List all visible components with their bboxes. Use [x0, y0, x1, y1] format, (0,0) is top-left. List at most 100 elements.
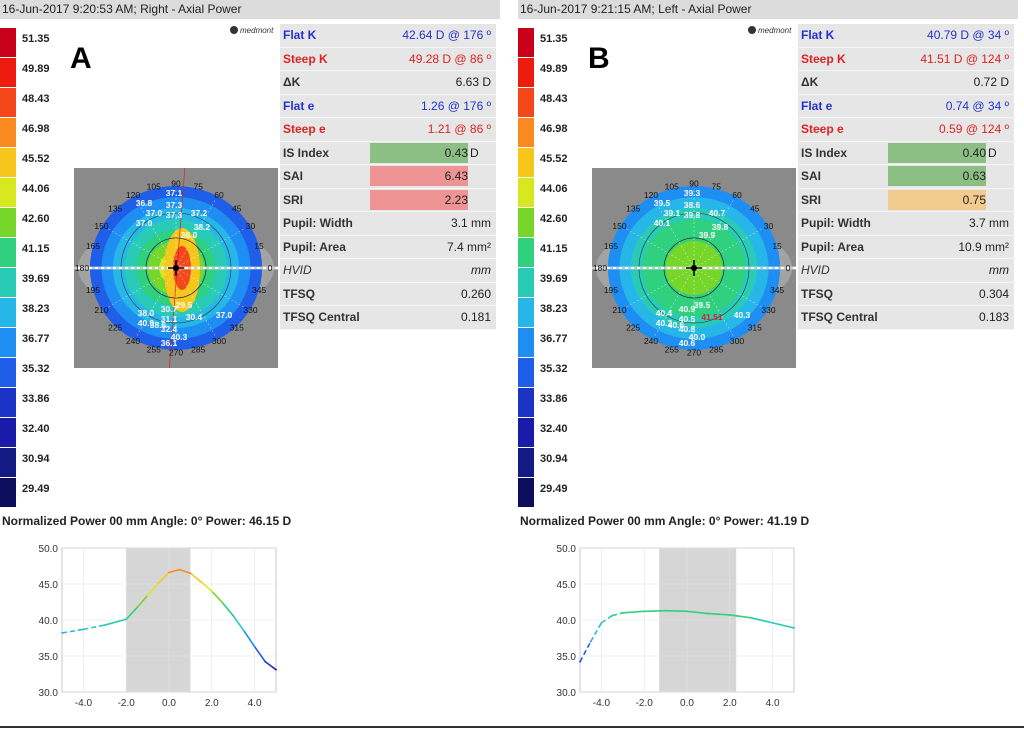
- y-tick-label: 35.0: [39, 652, 59, 663]
- map-value: 38.0: [138, 308, 155, 318]
- stat-label: Steep K: [283, 51, 328, 66]
- scale-swatch: [0, 388, 16, 418]
- stat-value: 1.21 @ 86 º: [427, 122, 491, 136]
- scale-label: 32.40: [540, 423, 568, 435]
- map-value: 40.6: [668, 320, 685, 330]
- scale-label: 35.32: [22, 363, 50, 375]
- y-tick-label: 50.0: [557, 544, 577, 555]
- stat-value: 0.304: [978, 286, 1009, 301]
- map-value: 36.1: [161, 338, 178, 348]
- color-scale-labels: 51.35 49.89 48.43 46.98 45.52 44.06 42.60 41.15…: [540, 28, 584, 508]
- scale-label: 33.86: [22, 393, 50, 405]
- scale-swatch: [518, 238, 534, 268]
- profile-line-segment: [579, 641, 592, 663]
- scale-swatch: [0, 208, 16, 238]
- angle-label: 330: [761, 305, 775, 315]
- angle-label: 180: [593, 263, 607, 273]
- map-value: 39.9: [699, 230, 716, 240]
- x-tick-label: 0.0: [162, 698, 176, 709]
- stat-row: SAI 6.43: [280, 165, 496, 189]
- profile-point: [589, 640, 592, 643]
- profile-line-segment: [61, 628, 84, 634]
- stat-label: Flat K: [801, 28, 835, 42]
- angle-label: 150: [612, 221, 626, 231]
- profile-line-segment: [200, 581, 213, 592]
- stat-row: Pupil: Width 3.1 mm: [280, 212, 496, 236]
- angle-label: 120: [644, 190, 658, 200]
- scale-swatch: [518, 118, 534, 148]
- profile-point: [579, 660, 581, 663]
- map-value: 37.0: [146, 208, 163, 218]
- scale-label: 49.89: [540, 63, 568, 75]
- profile-line-segment: [232, 615, 245, 632]
- power-profile-chart[interactable]: 30.0 35.0 40.0 45.0 50.0 -4.0 -2.0 0.0 2.0 4.0: [0, 530, 290, 720]
- stat-value: 0.183: [978, 310, 1009, 324]
- map-value: 40.4: [656, 308, 673, 318]
- profile-line-segment: [600, 615, 613, 624]
- map-value: 29.5: [176, 300, 193, 310]
- profile-line-segment: [686, 610, 709, 615]
- angle-label: 270: [169, 347, 183, 357]
- map-value: 39.5: [654, 198, 671, 208]
- x-tick-label: 4.0: [766, 698, 780, 709]
- angle-label: 165: [86, 241, 100, 251]
- meridian-line: [135, 198, 177, 269]
- profile-point: [221, 601, 224, 604]
- meridian-line: [653, 267, 695, 338]
- scale-swatch: [518, 148, 534, 178]
- angle-label: 315: [230, 323, 244, 333]
- x-tick-label: 2.0: [205, 698, 219, 709]
- angle-label: 90: [689, 179, 699, 189]
- scale-label: 44.06: [540, 183, 568, 195]
- angle-label: 195: [86, 285, 100, 295]
- power-profile-chart[interactable]: 30.0 35.0 40.0 45.0 50.0 -4.0 -2.0 0.0 2.0 4.0: [518, 530, 808, 720]
- panel-left-eye: 16-Jun-2017 9:21:15 AM; Left - Axial Pow…: [518, 0, 1018, 725]
- scale-swatch: [0, 238, 16, 268]
- stat-row: TFSQ 0.260: [280, 283, 496, 306]
- profile-point: [728, 614, 731, 616]
- angle-label: 0: [268, 263, 273, 273]
- stat-label: HVID: [283, 263, 312, 277]
- scale-swatch: [0, 478, 16, 508]
- map-value: 40.5: [679, 314, 696, 324]
- profile-point: [686, 610, 688, 613]
- y-tick-label: 30.0: [39, 688, 59, 699]
- angle-label: 165: [604, 241, 618, 251]
- meridian-line: [175, 267, 246, 309]
- stat-value: 41.51 D @ 124 º: [920, 51, 1009, 66]
- scale-label: 42.60: [22, 213, 50, 225]
- scale-label: 39.69: [540, 273, 568, 285]
- angle-label: 135: [626, 203, 640, 213]
- status-highlight: [370, 166, 468, 186]
- stat-label: SRI: [283, 192, 304, 207]
- stat-row: SRI 0.75: [798, 189, 1014, 212]
- color-scale-labels: 51.35 49.89 48.43 46.98 45.52 44.06 42.60 41.15…: [22, 28, 66, 508]
- stat-value: 0.181: [460, 310, 491, 324]
- status-highlight: [370, 142, 468, 163]
- stat-label: Pupil: Area: [801, 239, 864, 254]
- medmont-logo: medmont: [748, 26, 791, 35]
- scale-label: 45.52: [22, 153, 50, 165]
- angle-label: 60: [214, 190, 224, 200]
- stat-row: Steep K 41.51 D @ 124 º: [798, 48, 1014, 71]
- stat-label: IS Index: [801, 145, 848, 160]
- stat-label: TFSQ: [283, 286, 315, 301]
- stats-table: Flat K 40.79 D @ 34 º Steep K 41.51 D @ 124…: [798, 24, 1014, 330]
- panel-title: 16-Jun-2017 9:20:53 AM; Right - Axial Po…: [0, 0, 500, 19]
- scale-label: 29.49: [22, 483, 50, 495]
- stat-label: TFSQ: [801, 286, 833, 301]
- scale-label: 36.77: [540, 333, 568, 345]
- stat-value: 1.26 @ 176 º: [421, 98, 491, 113]
- angle-label: 75: [194, 182, 204, 192]
- angle-label: 195: [604, 285, 618, 295]
- scale-swatch: [518, 208, 534, 238]
- angle-label: 225: [108, 323, 122, 333]
- stat-row: Flat K 40.79 D @ 34 º: [798, 24, 1014, 48]
- stat-value: 3.7 mm: [968, 216, 1009, 230]
- scale-label: 51.35: [22, 33, 50, 45]
- scale-swatch: [518, 358, 534, 388]
- stat-value: 6.63 D: [455, 75, 491, 89]
- scale-label: 48.43: [22, 93, 50, 105]
